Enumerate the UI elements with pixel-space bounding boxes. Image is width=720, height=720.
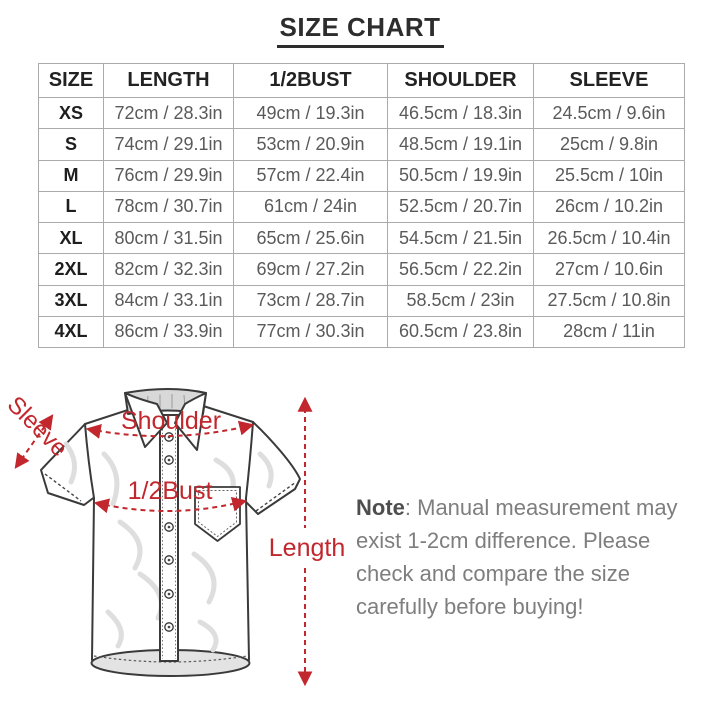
shoulder-arrow — [85, 420, 255, 439]
bust-value: 61cm / 24in — [233, 190, 388, 224]
sleeve-value: 28cm / 11in — [533, 315, 685, 349]
shoulder-value: 52.5cm / 20.7in — [387, 190, 534, 224]
sleeve-value: 27.5cm / 10.8in — [533, 284, 685, 317]
table-row: S 74cm / 29.1in 53cm / 20.9in 48.5cm / 1… — [38, 128, 685, 161]
shoulder-value: 50.5cm / 19.9in — [387, 159, 534, 192]
size-table-header-row: SIZE LENGTH 1/2BUST SHOULDER SLEEVE — [38, 63, 685, 98]
size-label: XS — [38, 96, 104, 130]
size-label: L — [38, 190, 104, 224]
bust-value: 53cm / 20.9in — [233, 128, 388, 161]
col-header-sleeve: SLEEVE — [533, 63, 685, 98]
sleeve-value: 26cm / 10.2in — [533, 190, 685, 224]
length-value: 80cm / 31.5in — [103, 221, 234, 255]
table-row: L 78cm / 30.7in 61cm / 24in 52.5cm / 20.… — [38, 190, 685, 224]
note-text: : Manual measurement may exist 1-2cm dif… — [356, 495, 678, 619]
page-title-wrap: SIZE CHART — [0, 12, 720, 48]
bust-value: 77cm / 30.3in — [233, 315, 388, 349]
size-label: 3XL — [38, 284, 104, 317]
col-header-length: LENGTH — [103, 63, 234, 98]
shoulder-value: 56.5cm / 22.2in — [387, 253, 534, 286]
shirt-measurement-diagram: Sleeve Shoulder 1/2Bust Length — [8, 388, 345, 687]
size-label: M — [38, 159, 104, 192]
size-label: S — [38, 128, 104, 161]
measurement-annotations — [14, 396, 313, 687]
size-label: XL — [38, 221, 104, 255]
table-row: 3XL 84cm / 33.1in 73cm / 28.7in 58.5cm /… — [38, 284, 685, 317]
measurement-note: Note: Manual measurement may exist 1-2cm… — [356, 491, 698, 623]
length-value: 72cm / 28.3in — [103, 96, 234, 130]
length-value: 76cm / 29.9in — [103, 159, 234, 192]
bust-arrow — [93, 496, 248, 514]
size-table: SIZE LENGTH 1/2BUST SHOULDER SLEEVE XS 7… — [38, 63, 685, 349]
chest-pocket-stitch — [198, 490, 237, 537]
bust-label: 1/2Bust — [128, 477, 213, 505]
bust-value: 69cm / 27.2in — [233, 253, 388, 286]
table-row: XS 72cm / 28.3in 49cm / 19.3in 46.5cm / … — [38, 96, 685, 130]
length-value: 84cm / 33.1in — [103, 284, 234, 317]
size-label: 4XL — [38, 315, 104, 349]
shoulder-value: 48.5cm / 19.1in — [387, 128, 534, 161]
length-value: 74cm / 29.1in — [103, 128, 234, 161]
table-row: XL 80cm / 31.5in 65cm / 25.6in 54.5cm / … — [38, 221, 685, 255]
shoulder-value: 46.5cm / 18.3in — [387, 96, 534, 130]
sleeve-value: 26.5cm / 10.4in — [533, 221, 685, 255]
length-label: Length — [269, 534, 345, 562]
sleeve-label: Sleeve — [8, 391, 73, 462]
bust-value: 65cm / 25.6in — [233, 221, 388, 255]
length-value: 78cm / 30.7in — [103, 190, 234, 224]
sleeve-arrow — [14, 414, 54, 469]
table-row: 2XL 82cm / 32.3in 69cm / 27.2in 56.5cm /… — [38, 253, 685, 286]
sleeve-value: 25.5cm / 10in — [533, 159, 685, 192]
shoulder-value: 60.5cm / 23.8in — [387, 315, 534, 349]
page-title: SIZE CHART — [276, 12, 444, 48]
note-label: Note — [356, 495, 405, 520]
col-header-bust: 1/2BUST — [233, 63, 388, 98]
length-value: 82cm / 32.3in — [103, 253, 234, 286]
bust-value: 73cm / 28.7in — [233, 284, 388, 317]
sleeve-value: 25cm / 9.8in — [533, 128, 685, 161]
col-header-size: SIZE — [38, 63, 104, 98]
shoulder-value: 54.5cm / 21.5in — [387, 221, 534, 255]
bust-value: 57cm / 22.4in — [233, 159, 388, 192]
shirt-drawing — [40, 388, 301, 677]
cuff-stitching — [44, 473, 297, 512]
length-value: 86cm / 33.9in — [103, 315, 234, 349]
shirt-placket — [159, 414, 179, 662]
bust-value: 49cm / 19.3in — [233, 96, 388, 130]
shoulder-value: 58.5cm / 23in — [387, 284, 534, 317]
table-row: M 76cm / 29.9in 57cm / 22.4in 50.5cm / 1… — [38, 159, 685, 192]
sleeve-value: 24.5cm / 9.6in — [533, 96, 685, 130]
col-header-shoulder: SHOULDER — [387, 63, 534, 98]
placket-stitching — [162, 418, 176, 659]
sleeve-value: 27cm / 10.6in — [533, 253, 685, 286]
size-label: 2XL — [38, 253, 104, 286]
table-row: 4XL 86cm / 33.9in 77cm / 30.3in 60.5cm /… — [38, 315, 685, 349]
shoulder-label: Shoulder — [121, 407, 221, 435]
